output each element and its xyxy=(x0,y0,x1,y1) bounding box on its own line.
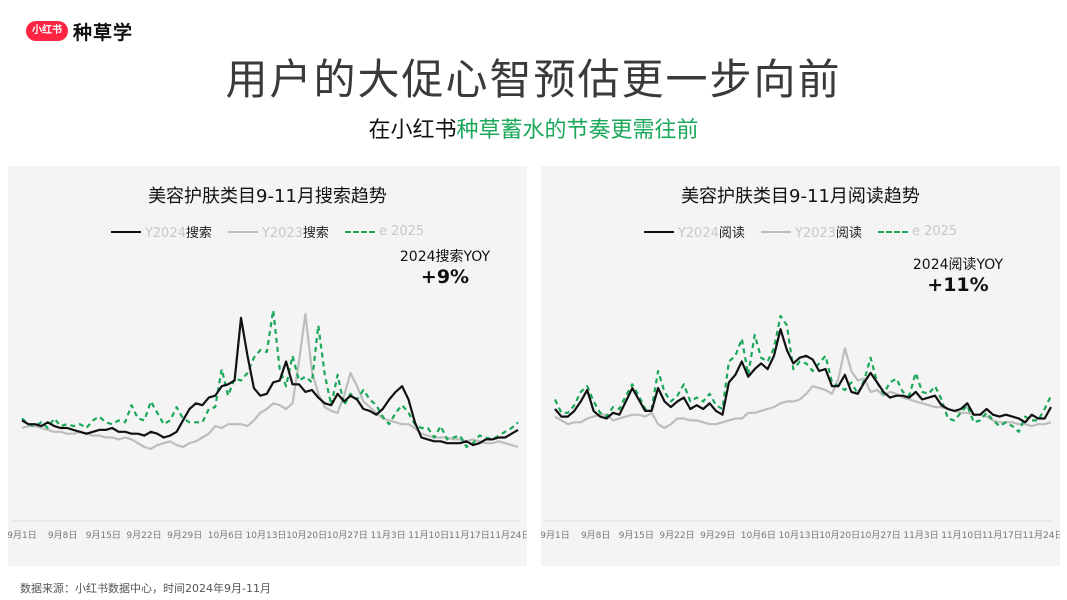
legend-swatch-2023 xyxy=(760,230,791,233)
x-tick-label: 10月13日 xyxy=(779,530,820,541)
xiaohongshu-logo: 小红书 种草学 xyxy=(26,19,134,44)
legend-swatch-2024 xyxy=(643,230,674,233)
x-tick-label: 10月6日 xyxy=(741,530,776,541)
legend-item-2023: Y2023搜索 xyxy=(227,222,329,241)
yoy-annotation: 2024搜索YOY +9% xyxy=(390,246,500,288)
search-trend-plot: 9月1日 9月8日 9月15日 9月22日 9月29日 10月6日 10月13日 10月20日… xyxy=(8,309,527,541)
x-tick-label: 9月29日 xyxy=(167,530,202,541)
legend-year: e 2025 xyxy=(378,224,425,239)
legend-label-2023: Y2023搜索 xyxy=(262,222,329,241)
x-tick-label: 10月27日 xyxy=(860,530,901,541)
legend-metric: 阅读 xyxy=(835,226,862,241)
chart-title: 美容护肤类目9-11月搜索趋势 xyxy=(148,186,387,207)
subtitle-highlight: 种草蓄水的节奏更需往前 xyxy=(456,118,699,143)
x-tick-label: 10月27日 xyxy=(327,530,368,541)
x-tick-label: 11月17日 xyxy=(449,530,490,541)
legend-year: Y2023 xyxy=(794,226,836,241)
legend-year: Y2024 xyxy=(144,226,186,241)
series-line-solid-grey xyxy=(554,347,1052,430)
x-tick-label: 10月20日 xyxy=(819,530,860,541)
legend-swatch-2024 xyxy=(110,230,141,233)
legend-label-2023: Y2023阅读 xyxy=(795,222,862,241)
yoy-label: 2024阅读YOY xyxy=(912,257,1004,273)
data-source-note: 数据来源：小红书数据中心，时间2024年9月-11月 xyxy=(20,582,271,595)
x-tick-label: 11月3日 xyxy=(903,530,938,541)
logo-text: 种草学 xyxy=(73,21,134,44)
legend-item-2024: Y2024搜索 xyxy=(110,222,212,241)
page-subtitle: 在小红书种草蓄水的节奏更需往前 xyxy=(0,112,1067,144)
x-tick-label: 11月24日 xyxy=(1023,530,1060,541)
page-title: 用户的大促心智预估更一步向前 xyxy=(225,55,842,104)
legend-item-2025: e 2025 xyxy=(344,222,424,241)
x-tick-label: 10月6日 xyxy=(208,530,243,541)
x-tick-label: 9月22日 xyxy=(659,530,694,541)
x-tick-label: 11月3日 xyxy=(370,530,405,541)
x-tick-label: 11月10日 xyxy=(408,530,449,541)
yoy-label: 2024搜索YOY xyxy=(399,249,491,265)
legend-swatch-2023 xyxy=(227,230,258,233)
subtitle-prefix: 在小红书 xyxy=(368,118,457,143)
legend-year: e 2025 xyxy=(911,224,958,239)
read-trend-chart-panel: 美容护肤类目9-11月阅读趋势 Y2024阅读 Y2023阅读 e 2025 2… xyxy=(541,166,1060,566)
chart-legend: Y2024搜索 Y2023搜索 e 2025 xyxy=(8,222,527,241)
series-line-solid-black xyxy=(21,316,519,447)
yoy-annotation: 2024阅读YOY +11% xyxy=(903,254,1013,296)
x-tick-label: 9月1日 xyxy=(8,530,37,541)
series-line-dashed-green xyxy=(554,314,1052,433)
legend-item-2025: e 2025 xyxy=(877,222,957,241)
legend-item-2024: Y2024阅读 xyxy=(643,222,745,241)
legend-label-2025: e 2025 xyxy=(912,224,957,239)
legend-year: Y2024 xyxy=(677,226,719,241)
legend-year: Y2023 xyxy=(261,226,303,241)
logo-badge: 小红书 xyxy=(26,21,68,41)
read-trend-plot: 9月1日 9月8日 9月15日 9月22日 9月29日 10月6日 10月13日 10月20日… xyxy=(541,314,1060,541)
yoy-value: +9% xyxy=(420,266,470,288)
search-trend-chart-panel: 美容护肤类目9-11月搜索趋势 Y2024搜索 Y2023搜索 e 2025 2… xyxy=(8,166,527,566)
chart-title: 美容护肤类目9-11月阅读趋势 xyxy=(681,186,920,207)
legend-item-2023: Y2023阅读 xyxy=(760,222,862,241)
yoy-value: +11% xyxy=(927,274,989,296)
x-tick-label: 11月24日 xyxy=(490,530,527,541)
x-tick-label: 9月22日 xyxy=(126,530,161,541)
legend-metric: 搜索 xyxy=(302,226,329,241)
legend-label-2024: Y2024阅读 xyxy=(678,222,745,241)
x-tick-label: 9月1日 xyxy=(541,530,570,541)
x-tick-label: 9月8日 xyxy=(581,530,610,541)
x-tick-label: 9月8日 xyxy=(48,530,77,541)
legend-label-2025: e 2025 xyxy=(379,224,424,239)
x-tick-label: 9月15日 xyxy=(619,530,654,541)
series-line-dashed-green xyxy=(21,309,519,449)
legend-swatch-2025 xyxy=(877,230,908,233)
legend-label-2024: Y2024搜索 xyxy=(145,222,212,241)
x-tick-label: 10月13日 xyxy=(246,530,287,541)
legend-metric: 搜索 xyxy=(185,226,212,241)
x-tick-label: 10月20日 xyxy=(286,530,327,541)
series-line-solid-black xyxy=(554,328,1052,424)
x-tick-label: 11月17日 xyxy=(982,530,1023,541)
x-tick-label: 9月29日 xyxy=(700,530,735,541)
x-tick-label: 11月10日 xyxy=(941,530,982,541)
x-tick-label: 9月15日 xyxy=(86,530,121,541)
chart-legend: Y2024阅读 Y2023阅读 e 2025 xyxy=(541,222,1060,241)
legend-metric: 阅读 xyxy=(718,226,745,241)
legend-swatch-2025 xyxy=(344,230,375,233)
